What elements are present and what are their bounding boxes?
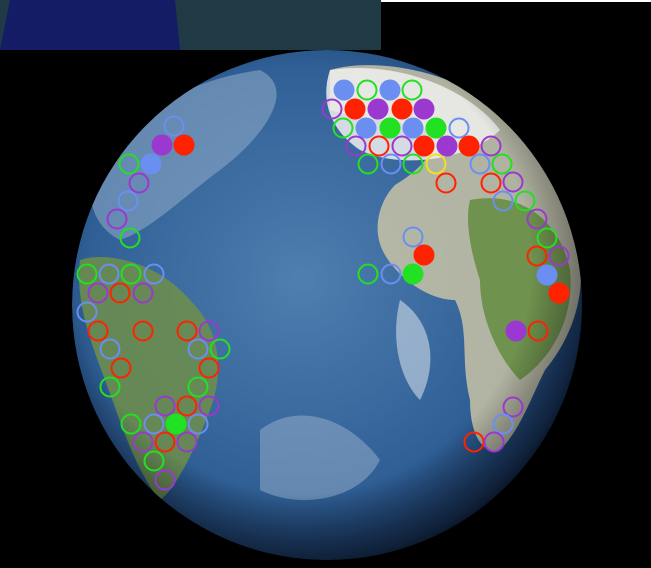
marker-hollow[interactable] [391, 135, 413, 157]
marker-hollow[interactable] [76, 263, 98, 285]
marker-filled[interactable] [379, 79, 401, 101]
marker-filled[interactable] [458, 135, 480, 157]
marker-hollow[interactable] [491, 153, 513, 175]
marker-filled[interactable] [536, 264, 558, 286]
marker-layer [76, 79, 570, 491]
marker-hollow[interactable] [143, 450, 165, 472]
marker-hollow[interactable] [154, 395, 176, 417]
marker-hollow[interactable] [448, 117, 470, 139]
marker-hollow[interactable] [120, 263, 142, 285]
marker-hollow[interactable] [321, 98, 343, 120]
marker-hollow[interactable] [128, 172, 150, 194]
marker-hollow[interactable] [106, 208, 128, 230]
marker-filled[interactable] [140, 153, 162, 175]
marker-hollow[interactable] [526, 245, 548, 267]
marker-hollow[interactable] [110, 357, 132, 379]
marker-hollow[interactable] [120, 413, 142, 435]
marker-hollow[interactable] [117, 190, 139, 212]
marker-filled[interactable] [402, 117, 424, 139]
marker-filled[interactable] [413, 135, 435, 157]
marker-hollow[interactable] [480, 135, 502, 157]
marker-filled[interactable] [505, 320, 527, 342]
marker-hollow[interactable] [99, 338, 121, 360]
marker-hollow[interactable] [368, 135, 390, 157]
marker-hollow[interactable] [469, 153, 491, 175]
marker-hollow[interactable] [176, 395, 198, 417]
marker-hollow[interactable] [502, 171, 524, 193]
marker-filled[interactable] [391, 98, 413, 120]
marker-hollow[interactable] [402, 153, 424, 175]
marker-hollow[interactable] [435, 172, 457, 194]
marker-hollow[interactable] [480, 172, 502, 194]
marker-hollow[interactable] [492, 413, 514, 435]
marker-hollow[interactable] [176, 431, 198, 453]
marker-hollow[interactable] [357, 263, 379, 285]
marker-hollow[interactable] [154, 469, 176, 491]
marker-hollow[interactable] [332, 117, 354, 139]
marker-filled[interactable] [425, 117, 447, 139]
marker-hollow[interactable] [357, 153, 379, 175]
marker-hollow[interactable] [87, 282, 109, 304]
marker-hollow[interactable] [536, 227, 558, 249]
marker-hollow[interactable] [119, 227, 141, 249]
marker-filled[interactable] [151, 134, 173, 156]
marker-hollow[interactable] [118, 153, 140, 175]
marker-filled[interactable] [355, 117, 377, 139]
marker-hollow[interactable] [514, 190, 536, 212]
marker-hollow[interactable] [98, 263, 120, 285]
marker-hollow[interactable] [356, 79, 378, 101]
marker-hollow[interactable] [492, 190, 514, 212]
marker-hollow[interactable] [163, 115, 185, 137]
marker-hollow[interactable] [198, 395, 220, 417]
marker-hollow[interactable] [132, 320, 154, 342]
marker-filled[interactable] [344, 98, 366, 120]
top-banner [0, 0, 651, 50]
marker-hollow[interactable] [187, 413, 209, 435]
marker-hollow[interactable] [209, 338, 231, 360]
marker-hollow[interactable] [345, 135, 367, 157]
marker-filled[interactable] [379, 117, 401, 139]
marker-hollow[interactable] [425, 153, 447, 175]
marker-hollow[interactable] [380, 263, 402, 285]
marker-hollow[interactable] [483, 431, 505, 453]
marker-hollow[interactable] [143, 413, 165, 435]
marker-hollow[interactable] [187, 376, 209, 398]
marker-filled[interactable] [173, 134, 195, 156]
marker-hollow[interactable] [76, 301, 98, 323]
marker-hollow[interactable] [198, 320, 220, 342]
marker-filled[interactable] [333, 79, 355, 101]
marker-filled[interactable] [367, 98, 389, 120]
marker-filled[interactable] [436, 135, 458, 157]
marker-filled[interactable] [165, 413, 187, 435]
marker-hollow[interactable] [401, 79, 423, 101]
marker-hollow[interactable] [99, 376, 121, 398]
marker-hollow[interactable] [154, 431, 176, 453]
marker-hollow[interactable] [187, 338, 209, 360]
marker-hollow[interactable] [527, 320, 549, 342]
marker-hollow[interactable] [526, 208, 548, 230]
marker-hollow[interactable] [132, 431, 154, 453]
marker-hollow[interactable] [87, 320, 109, 342]
marker-hollow[interactable] [176, 320, 198, 342]
marker-hollow[interactable] [380, 153, 402, 175]
marker-hollow[interactable] [109, 282, 131, 304]
marker-hollow[interactable] [402, 226, 424, 248]
globe [72, 50, 582, 560]
marker-filled[interactable] [413, 98, 435, 120]
marker-hollow[interactable] [198, 357, 220, 379]
marker-filled[interactable] [413, 244, 435, 266]
marker-hollow[interactable] [143, 263, 165, 285]
marker-hollow[interactable] [502, 396, 524, 418]
marker-filled[interactable] [548, 282, 570, 304]
marker-hollow[interactable] [132, 282, 154, 304]
marker-filled[interactable] [402, 263, 424, 285]
marker-hollow[interactable] [548, 245, 570, 267]
